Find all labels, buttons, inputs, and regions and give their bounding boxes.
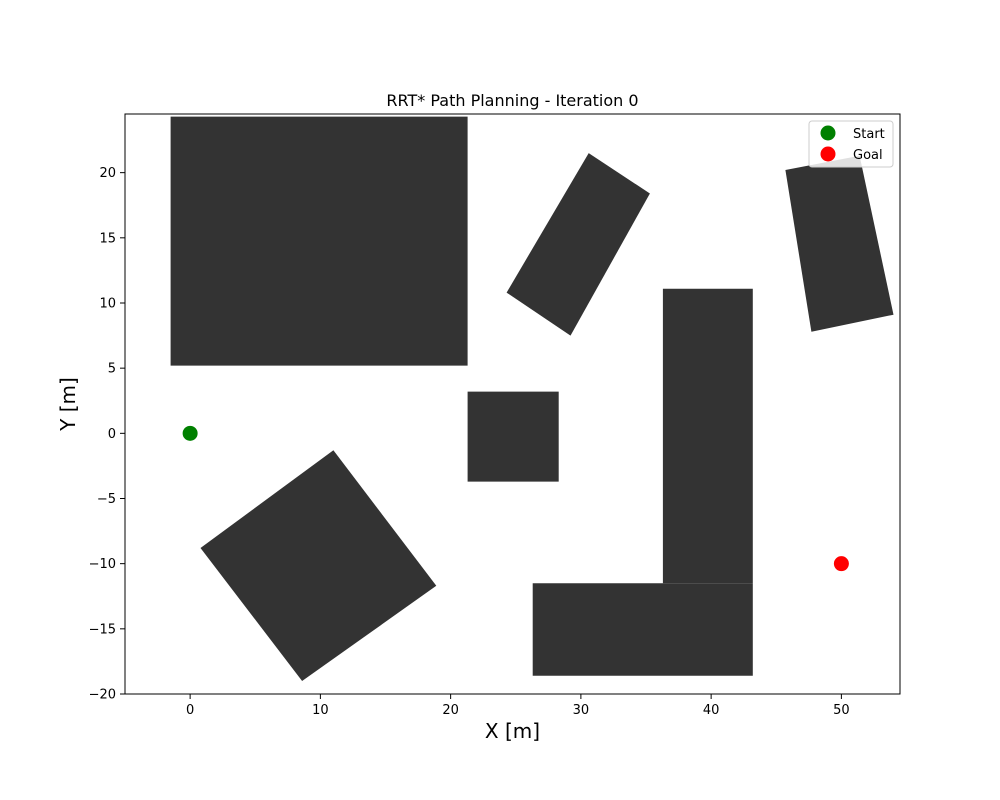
y-tick-label: −15 [89, 622, 116, 637]
obstacle-5 [506, 153, 650, 336]
obstacle-3 [662, 288, 753, 584]
x-tick-label: 30 [573, 703, 590, 718]
obstacle-7 [200, 450, 437, 681]
y-tick-label: −20 [89, 688, 116, 703]
obstacle-layer [170, 116, 894, 681]
start-point [182, 425, 198, 441]
goal-point [833, 556, 849, 572]
legend: Start Goal [808, 120, 894, 168]
x-tick-label: 50 [833, 703, 850, 718]
y-tick-label: 15 [99, 231, 116, 246]
obstacle-1 [170, 116, 468, 366]
x-tick-label: 20 [442, 703, 459, 718]
y-tick-label: 0 [108, 427, 116, 442]
legend-start-label: Start [853, 127, 885, 142]
chart-title: RRT* Path Planning - Iteration 0 [386, 91, 638, 110]
x-tick-label: 40 [703, 703, 720, 718]
y-axis-label: Y [m] [56, 377, 80, 432]
legend-start-marker [820, 125, 836, 141]
y-tick-label: 5 [108, 362, 116, 377]
y-ticks: −20 −15 −10 −5 0 5 10 15 20 [89, 166, 125, 703]
x-axis-label: X [m] [485, 719, 540, 743]
obstacle-2 [467, 391, 559, 482]
y-tick-label: 20 [99, 166, 116, 181]
plot-frame [124, 113, 901, 695]
obstacle-4 [532, 583, 753, 676]
legend-goal-label: Goal [853, 148, 883, 163]
marker-layer [182, 425, 849, 572]
y-tick-label: −10 [89, 557, 116, 572]
x-tick-label: 10 [312, 703, 329, 718]
y-tick-label: −5 [97, 492, 116, 507]
x-tick-label: 0 [186, 703, 194, 718]
x-ticks: 0 10 20 30 40 50 [186, 694, 850, 718]
legend-goal-marker [820, 146, 836, 162]
y-tick-label: 10 [99, 296, 116, 311]
obstacle-6 [785, 155, 894, 332]
